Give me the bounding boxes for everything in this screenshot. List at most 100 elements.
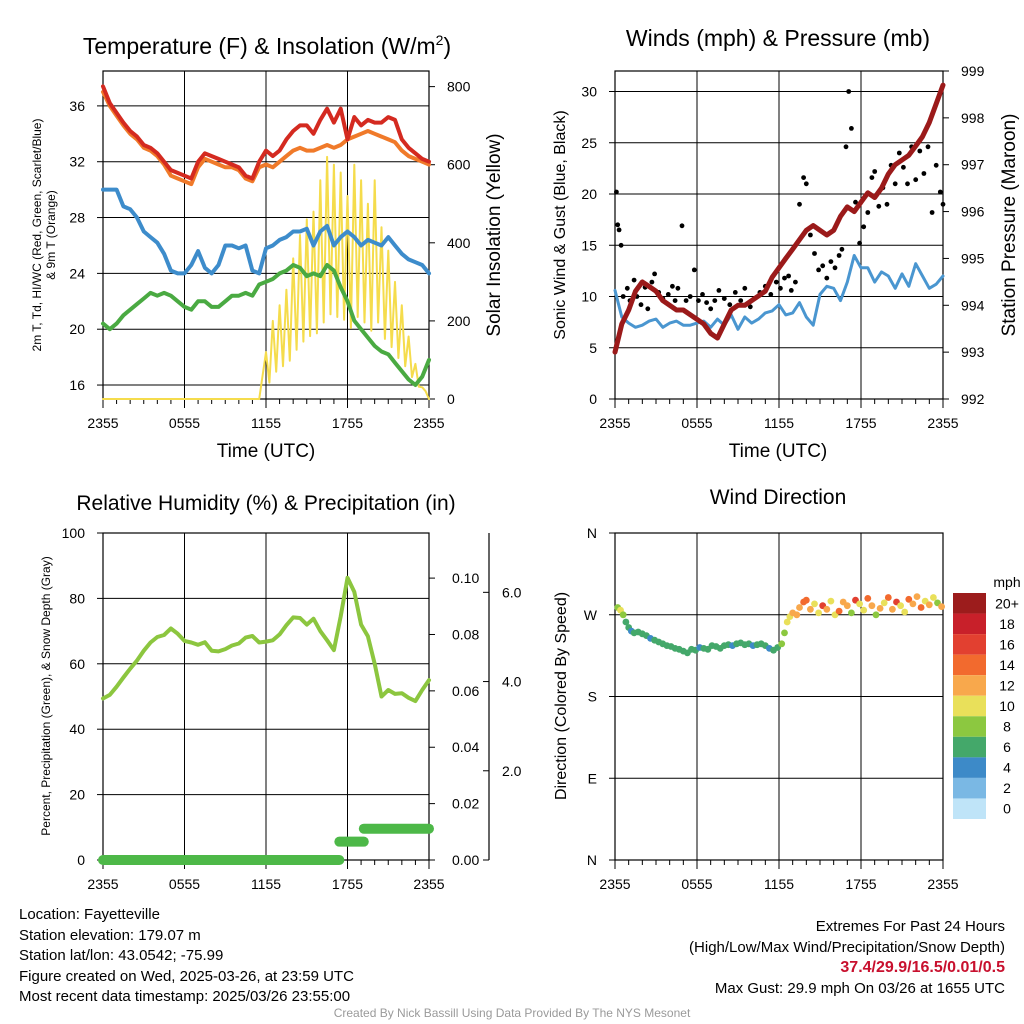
gust-point xyxy=(812,251,817,256)
precip-y-tick-label: 0.00 xyxy=(452,852,479,868)
direction-point xyxy=(827,597,835,605)
extremes-subheading: (High/Low/Max Wind/Precipitation/Snow De… xyxy=(689,938,1005,956)
gust-point xyxy=(884,201,890,207)
direction-point xyxy=(860,606,868,614)
recent-timestamp: Most recent data timestamp: 2025/03/26 2… xyxy=(19,988,351,1005)
direction-y-tick-label: S xyxy=(588,689,597,705)
gust-point xyxy=(869,175,875,181)
colorbar-label: 16 xyxy=(999,636,1015,652)
humidity-x-tick-label: 1755 xyxy=(332,876,363,892)
insolation-y-tick-label: 800 xyxy=(447,79,471,95)
gust-point xyxy=(679,223,685,229)
pressure-series-line xyxy=(612,82,946,355)
temperature-x-tick-label: 1755 xyxy=(332,415,363,431)
colorbar-swatch xyxy=(953,798,986,819)
humidity-y-tick-label: 100 xyxy=(62,525,86,541)
colorbar-swatch xyxy=(953,695,986,717)
gust-point xyxy=(742,285,748,291)
gust-point xyxy=(861,224,867,230)
colorbar-unit-label: mph xyxy=(993,574,1020,590)
gust-point xyxy=(665,292,671,297)
winds-x-tick-label: 2355 xyxy=(599,415,630,431)
direction-point xyxy=(913,593,921,600)
gust-point xyxy=(801,175,806,181)
gust-point xyxy=(876,203,882,209)
humidity-y-tick-label: 20 xyxy=(69,787,85,803)
gust-point xyxy=(857,240,862,246)
humidity-x-tick-label: 1155 xyxy=(251,876,281,892)
direction-point xyxy=(622,618,630,626)
direction-x-tick-label: 2355 xyxy=(599,876,630,892)
gust-point xyxy=(738,298,744,303)
precip-y-tick-label: 0.08 xyxy=(452,626,479,642)
gust-point xyxy=(645,306,651,312)
humidity-series-line xyxy=(101,575,431,704)
pressure-y-tick-label: 998 xyxy=(961,110,985,126)
direction-point xyxy=(848,609,855,617)
direction-x-tick-label: 0555 xyxy=(681,876,712,892)
snow-y-tick-label: 4.0 xyxy=(502,674,522,690)
gust-point xyxy=(614,189,619,195)
direction-y-tick-label: N xyxy=(587,852,597,868)
pressure-y-tick-label: 993 xyxy=(961,344,985,360)
direction-point xyxy=(917,604,925,611)
gust-point xyxy=(773,279,779,285)
colorbar-label: 0 xyxy=(1003,801,1011,817)
direction-point xyxy=(778,640,786,648)
pressure-y-axis-label: Station Pressure (Maroon) xyxy=(999,114,1020,337)
direction-point xyxy=(901,608,909,616)
winds-panel-title: Winds (mph) & Pressure (mb) xyxy=(626,25,930,51)
gust-point xyxy=(846,89,852,94)
gust-point xyxy=(793,279,798,285)
gust-point xyxy=(892,181,898,187)
colorbar-label: 8 xyxy=(1003,719,1011,735)
direction-point xyxy=(619,611,627,619)
wind-speed-series-line xyxy=(613,254,945,331)
wind-y-tick-label: 5 xyxy=(589,340,597,356)
gust-point xyxy=(732,290,738,295)
pressure-y-tick-label: 994 xyxy=(961,297,985,313)
direction-point xyxy=(889,605,896,613)
gust-point xyxy=(624,285,630,291)
temperature-y-tick-label: 32 xyxy=(69,154,85,170)
direction-point xyxy=(815,609,822,617)
gust-point xyxy=(816,267,821,273)
colorbar-swatch xyxy=(953,736,986,758)
precip-y-tick-label: 0.06 xyxy=(452,683,479,699)
gust-point xyxy=(917,148,923,154)
direction-point xyxy=(925,601,933,609)
extremes-info: Extremes For Past 24 Hours (High/Low/Max… xyxy=(689,917,1005,999)
winds-x-tick-label: 1755 xyxy=(845,415,876,431)
gust-point xyxy=(782,275,787,281)
gust-point xyxy=(901,164,906,170)
humidity-x-tick-label: 0555 xyxy=(169,876,200,892)
direction-point xyxy=(783,618,791,626)
direction-point xyxy=(811,600,818,608)
wetbulb-series-line xyxy=(101,187,431,276)
gust-point xyxy=(712,298,718,303)
humidity-y-tick-label: 60 xyxy=(69,656,85,672)
gust-point xyxy=(808,232,813,238)
temperature-y-tick-label: 16 xyxy=(69,377,85,393)
wind-y-tick-label: 0 xyxy=(589,391,597,407)
gust-point xyxy=(824,275,830,281)
temp-2m-series-line xyxy=(101,84,431,181)
direction-x-tick-label: 2355 xyxy=(927,876,958,892)
temperature-x-tick-label: 2355 xyxy=(413,415,444,431)
humidity-y-tick-label: 40 xyxy=(69,721,85,737)
wind-y-axis-label: Sonic Wind & Gust (Blue, Black) xyxy=(552,110,569,339)
insolation-y-tick-label: 600 xyxy=(447,157,471,173)
gust-point xyxy=(747,304,753,310)
colorbar-swatch xyxy=(953,634,986,655)
winds-x-tick-label: 0555 xyxy=(681,415,712,431)
humidity-y-tick-label: 0 xyxy=(77,852,85,868)
direction-point xyxy=(897,602,904,610)
gust-point xyxy=(843,144,849,150)
temperature-y-tick-label: 24 xyxy=(69,265,85,281)
gust-point xyxy=(828,259,834,264)
max-gust: Max Gust: 29.9 mph On 03/26 at 1655 UTC xyxy=(714,979,1005,997)
colorbar-label: 6 xyxy=(1003,739,1011,755)
direction-point xyxy=(938,603,945,610)
humidity-y-tick-label: 80 xyxy=(69,590,85,606)
